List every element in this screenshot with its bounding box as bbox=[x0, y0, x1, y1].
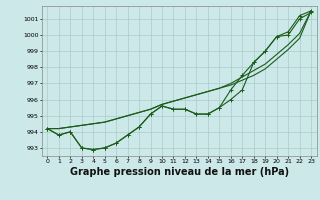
X-axis label: Graphe pression niveau de la mer (hPa): Graphe pression niveau de la mer (hPa) bbox=[70, 167, 289, 177]
